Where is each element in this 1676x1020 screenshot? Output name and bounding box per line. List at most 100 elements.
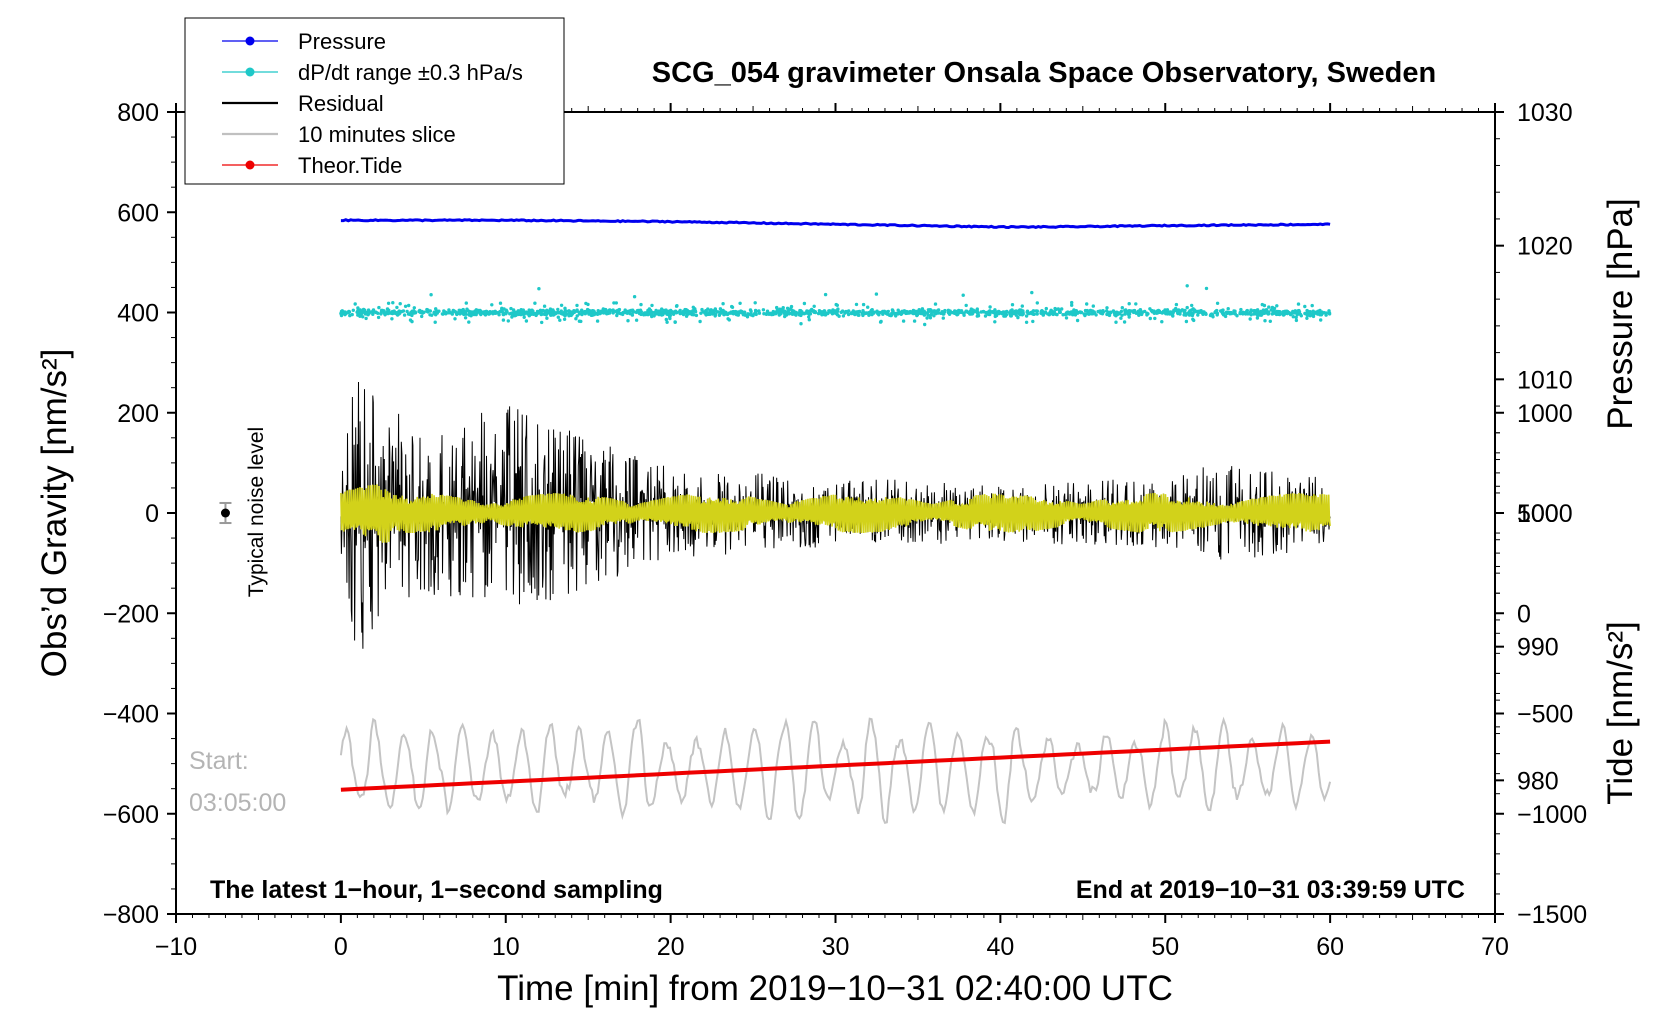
dpdt-point	[1308, 314, 1313, 318]
dpdt-point	[1201, 312, 1205, 316]
dpdt-point	[925, 316, 929, 320]
dpdt-point	[857, 313, 861, 317]
y-left-tick-label: −400	[103, 701, 159, 729]
dpdt-point	[542, 304, 547, 308]
dpdt-point	[1075, 318, 1080, 323]
dpdt-point	[783, 312, 787, 316]
dpdt-point	[856, 310, 861, 314]
dpdt-point	[650, 303, 654, 308]
dpdt-point	[339, 311, 343, 316]
dpdt-point	[1215, 313, 1219, 317]
dpdt-point	[733, 309, 738, 314]
dpdt-point	[900, 311, 904, 315]
dpdt-point	[524, 310, 528, 314]
dpdt-point	[1032, 312, 1036, 316]
dpdt-point	[664, 317, 668, 322]
dpdt-point	[377, 305, 381, 310]
dpdt-point	[586, 310, 591, 314]
dpdt-point	[739, 309, 743, 313]
dpdt-point	[1226, 307, 1230, 311]
filtered-residual-line	[340, 484, 1331, 543]
dpdt-point	[807, 318, 811, 322]
dpdt-point	[851, 309, 855, 313]
dpdt-point	[1204, 286, 1209, 291]
dpdt-point	[374, 310, 378, 315]
dpdt-point	[1166, 310, 1170, 315]
dpdt-point	[595, 319, 600, 323]
dpdt-point	[911, 308, 916, 313]
dpdt-point	[1120, 306, 1125, 310]
dpdt-point	[1176, 310, 1180, 314]
dpdt-point	[988, 309, 992, 313]
dpdt-point	[559, 309, 563, 313]
dpdt-point	[639, 312, 643, 317]
dpdt-point	[560, 312, 564, 316]
dpdt-point	[574, 317, 578, 321]
dpdt-point	[469, 314, 473, 318]
dpdt-point	[694, 313, 699, 318]
dpdt-point	[1058, 310, 1063, 314]
dpdt-point	[948, 309, 952, 313]
dpdt-point	[500, 310, 504, 314]
dpdt-point	[537, 309, 541, 314]
dpdt-point	[446, 311, 451, 315]
dpdt-point	[1224, 310, 1229, 314]
dpdt-point	[405, 309, 409, 314]
dpdt-point	[1291, 315, 1296, 319]
dpdt-point	[1099, 310, 1103, 315]
dpdt-point	[1108, 311, 1113, 315]
dpdt-point	[1303, 304, 1307, 309]
dpdt-point	[490, 303, 494, 307]
dpdt-point	[780, 307, 784, 312]
dpdt-point	[1305, 316, 1309, 320]
dpdt-point	[823, 310, 827, 315]
y-tide-tick-label: 0	[1517, 600, 1531, 628]
dpdt-point	[1089, 312, 1093, 316]
dpdt-point	[1285, 309, 1289, 313]
dpdt-point	[580, 308, 584, 312]
dpdt-point	[1278, 312, 1282, 316]
dpdt-point	[820, 311, 824, 315]
dpdt-point	[753, 301, 757, 305]
dpdt-point	[994, 313, 999, 318]
dpdt-point	[745, 313, 750, 318]
dpdt-point	[1150, 310, 1155, 314]
dpdt-point	[1002, 311, 1007, 315]
dpdt-point	[563, 314, 567, 318]
dpdt-point	[1127, 302, 1131, 306]
dpdt-point	[1185, 284, 1189, 288]
dpdt-point	[959, 309, 964, 313]
dpdt-point	[967, 311, 971, 315]
dpdt-point	[1214, 309, 1218, 314]
dpdt-point	[1262, 303, 1267, 308]
dpdt-point	[584, 301, 588, 306]
dpdt-point	[993, 308, 997, 312]
dpdt-point	[867, 313, 871, 317]
dpdt-point	[761, 308, 766, 312]
dpdt-point	[544, 312, 548, 316]
dpdt-point	[491, 312, 495, 316]
dpdt-point	[611, 308, 615, 312]
slice-line	[339, 716, 1332, 825]
y-left-tick-label: 0	[145, 500, 159, 528]
dpdt-point	[623, 308, 627, 312]
dpdt-point	[1085, 302, 1089, 306]
dpdt-point	[1072, 308, 1076, 312]
dpdt-point	[1211, 315, 1215, 319]
dpdt-point	[607, 308, 611, 313]
dpdt-point	[546, 310, 550, 314]
dpdt-point	[961, 293, 965, 297]
dpdt-point	[463, 316, 468, 320]
chart-title: SCG_054 gravimeter Onsala Space Observat…	[652, 57, 1436, 89]
dpdt-point	[569, 310, 573, 314]
dpdt-point	[675, 304, 679, 308]
dpdt-point	[1035, 312, 1039, 316]
y-tide-tick-label: −500	[1517, 701, 1573, 729]
dpdt-point	[1252, 312, 1256, 316]
dpdt-point	[933, 302, 938, 306]
dpdt-point	[771, 312, 775, 317]
dpdt-point	[1088, 308, 1093, 313]
dpdt-point	[639, 302, 643, 307]
dpdt-point	[854, 302, 859, 307]
dpdt-point	[665, 312, 669, 316]
